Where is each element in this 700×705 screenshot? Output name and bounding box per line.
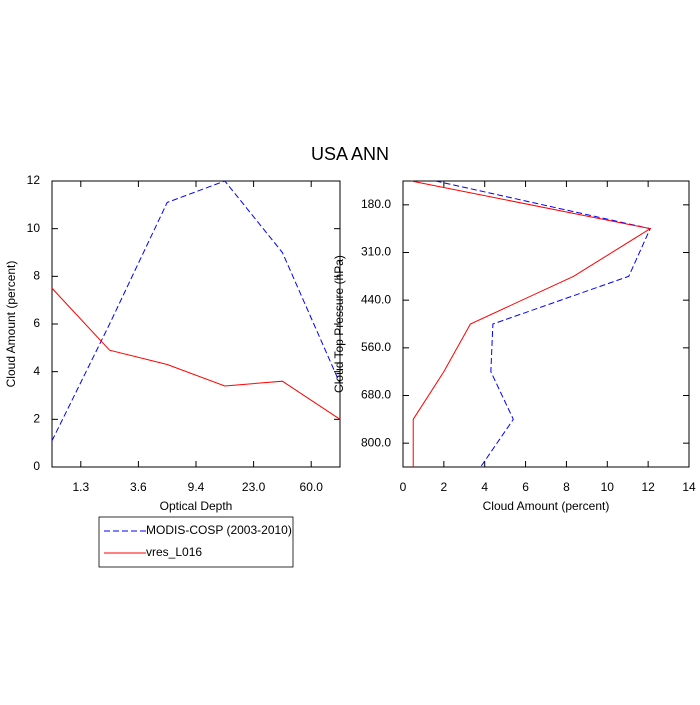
y-tick-label: 560.0 xyxy=(361,340,391,354)
y-tick-label: 2 xyxy=(33,412,40,426)
series-line xyxy=(435,180,651,468)
series-line xyxy=(51,287,341,420)
chart-title: USA ANN xyxy=(311,144,389,164)
y-axis-label: Cloud Amount (percent) xyxy=(4,261,18,388)
x-tick-label: 10 xyxy=(601,480,615,494)
x-tick-label: 8 xyxy=(563,480,570,494)
x-tick-label: 2 xyxy=(441,480,448,494)
y-tick-label: 6 xyxy=(33,316,40,330)
legend-box xyxy=(98,516,294,568)
x-tick-label: 9.4 xyxy=(188,480,205,494)
y-tick-label: 440.0 xyxy=(361,292,391,306)
y-tick-label: 310.0 xyxy=(361,245,391,259)
legend-label: MODIS-COSP (2003-2010) xyxy=(146,523,292,537)
x-axis-label: Cloud Amount (percent) xyxy=(483,499,610,513)
y-tick-label: 680.0 xyxy=(361,388,391,402)
y-tick-label: 0 xyxy=(33,459,40,473)
x-tick-label: 0 xyxy=(400,480,407,494)
x-tick-label: 1.3 xyxy=(72,480,89,494)
legend-label: vres_L016 xyxy=(146,545,202,559)
y-tick-label: 180.0 xyxy=(361,197,391,211)
series-line xyxy=(51,180,341,442)
x-tick-label: 14 xyxy=(682,480,696,494)
x-tick-label: 6 xyxy=(522,480,529,494)
y-tick-label: 12 xyxy=(27,173,41,187)
x-tick-label: 23.0 xyxy=(242,480,266,494)
x-tick-label: 3.6 xyxy=(130,480,147,494)
y-tick-label: 800.0 xyxy=(361,435,391,449)
x-tick-label: 60.0 xyxy=(300,480,324,494)
x-axis-label: Optical Depth xyxy=(160,499,233,513)
x-tick-label: 12 xyxy=(641,480,655,494)
plot-frame xyxy=(51,180,341,468)
y-tick-label: 8 xyxy=(33,269,40,283)
plot-frame xyxy=(402,180,690,468)
y-tick-label: 10 xyxy=(27,221,41,235)
series-line xyxy=(411,180,652,467)
y-axis-label: Cloud Top Pressure (hPa) xyxy=(332,255,346,393)
y-tick-label: 4 xyxy=(33,364,40,378)
x-tick-label: 4 xyxy=(481,480,488,494)
